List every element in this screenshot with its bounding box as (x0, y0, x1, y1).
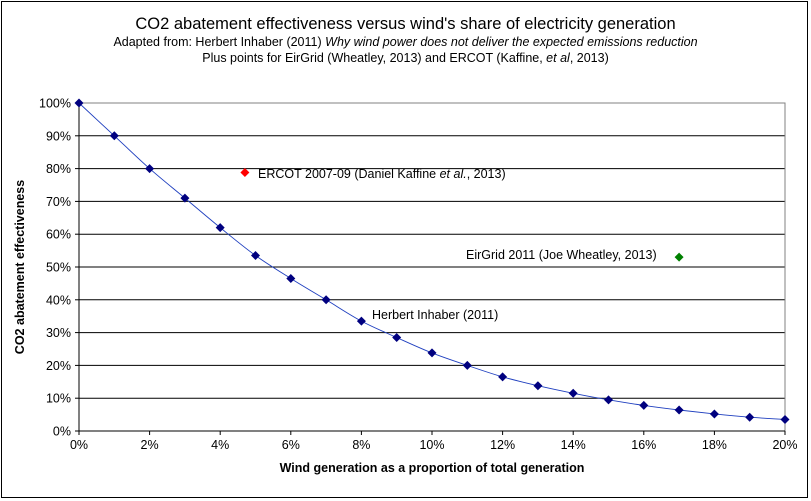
subtitle-2-italic: et al (546, 51, 570, 65)
series-0-point (74, 98, 84, 108)
label-ercot-suffix: , 2013) (467, 167, 506, 181)
axes-layer: 0% 10% 20% 30% 40% 50% 60% 70% 80% 90% 100% 0% 2% 4% 6… (39, 97, 798, 453)
series-0-point (498, 372, 508, 382)
series-0-point (462, 360, 472, 370)
series-0-point (709, 409, 719, 419)
x-tick-label: 18% (702, 438, 727, 452)
series-0-point (780, 415, 790, 425)
series-0-point (745, 412, 755, 422)
y-tick-label: 100% (39, 97, 71, 111)
y-tick-label: 10% (46, 392, 71, 406)
series-0-point (427, 348, 437, 358)
y-tick-label: 60% (46, 228, 71, 242)
chart-subtitle-1: Adapted from: Herbert Inhaber (2011) Why… (2, 34, 809, 50)
series-0-point (180, 193, 190, 203)
y-tick-label: 80% (46, 162, 71, 176)
title-block: CO2 abatement effectiveness versus wind'… (2, 14, 809, 66)
series-0-point (533, 381, 543, 391)
label-eirgrid: EirGrid 2011 (Joe Wheatley, 2013) (466, 248, 657, 262)
x-tick-label: 10% (419, 438, 444, 452)
x-tick-label: 14% (561, 438, 586, 452)
x-tick-label: 16% (631, 438, 656, 452)
label-ercot-prefix: ERCOT 2007-09 (Daniel Kaffine (258, 167, 440, 181)
y-tick-label: 40% (46, 293, 71, 307)
x-axis-label: Wind generation as a proportion of total… (280, 461, 585, 475)
subtitle-1-italic: Why wind power does not deliver the expe… (325, 35, 698, 49)
subtitle-1-prefix: Adapted from: Herbert Inhaber (2011) (113, 35, 326, 49)
label-ercot-italic: et al. (440, 167, 467, 181)
chart-subtitle-2: Plus points for EirGrid (Wheatley, 2013)… (2, 50, 809, 66)
series-0-point (392, 333, 402, 343)
x-tick-label: 20% (772, 438, 797, 452)
y-tick-label: 20% (46, 359, 71, 373)
labels-layer: CO2 abatement effectiveness Wind generat… (13, 167, 657, 475)
y-tick-label: 30% (46, 326, 71, 340)
series-1-point (240, 168, 250, 178)
y-axis-label: CO2 abatement effectiveness (13, 180, 27, 354)
x-tick-label: 6% (282, 438, 300, 452)
series-layer (74, 98, 790, 425)
series-0-point (356, 316, 366, 326)
series-0-point (251, 251, 260, 261)
x-tick-label: 8% (352, 438, 370, 452)
series-2-point (674, 252, 684, 262)
label-ercot: ERCOT 2007-09 (Daniel Kaffine et al., 20… (258, 167, 506, 181)
y-tick-label: 50% (46, 261, 71, 275)
series-0-point (145, 164, 155, 174)
series-0-point (604, 395, 613, 405)
x-tick-label: 0% (70, 438, 88, 452)
series-0-point (109, 131, 119, 141)
series-0-point (321, 295, 331, 305)
series-0-point (674, 405, 684, 415)
subtitle-2-prefix: Plus points for EirGrid (Wheatley, 2013)… (202, 51, 547, 65)
grid-layer (79, 135, 785, 399)
series-0-point (568, 388, 578, 398)
y-tick-label: 90% (46, 129, 71, 143)
label-inhaber: Herbert Inhaber (2011) (372, 308, 498, 322)
chart-title: CO2 abatement effectiveness versus wind'… (135, 15, 676, 33)
x-tick-label: 4% (211, 438, 229, 452)
x-tick-label: 2% (141, 438, 159, 452)
y-tick-label: 70% (46, 195, 71, 209)
x-tick-label: 12% (490, 438, 515, 452)
series-0-point (639, 400, 649, 410)
series-0-point (286, 273, 296, 283)
subtitle-2-suffix: , 2013) (569, 51, 609, 65)
series-0-point (215, 223, 225, 233)
y-tick-label: 0% (53, 425, 71, 439)
